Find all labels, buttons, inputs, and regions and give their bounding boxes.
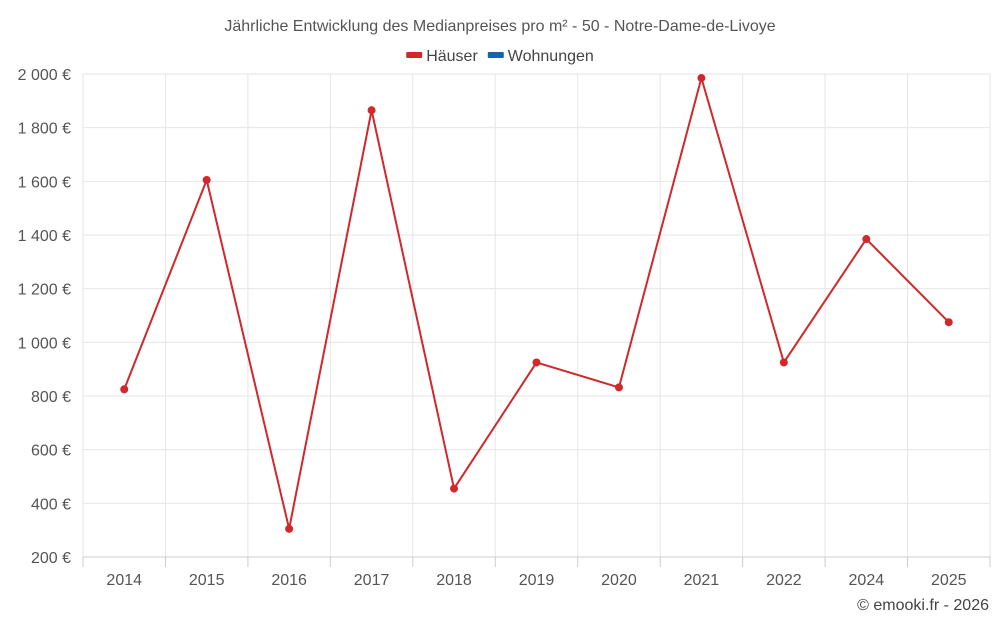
legend-item[interactable]: Häuser xyxy=(406,48,478,65)
legend-label: Wohnungen xyxy=(508,48,594,65)
x-tick-label: 2014 xyxy=(106,572,142,589)
y-tick-label: 600 € xyxy=(31,443,71,460)
x-tick-label: 2016 xyxy=(271,572,307,589)
y-tick-label: 1 200 € xyxy=(18,282,71,299)
data-point[interactable] xyxy=(944,318,953,327)
legend-swatch xyxy=(487,52,504,58)
data-point[interactable] xyxy=(367,106,376,115)
credit-text: © emooki.fr - 2026 xyxy=(857,597,989,614)
y-tick-label: 200 € xyxy=(31,550,71,567)
data-point[interactable] xyxy=(450,484,459,493)
y-tick-label: 1 400 € xyxy=(18,228,71,245)
data-point[interactable] xyxy=(285,524,294,533)
data-point[interactable] xyxy=(532,358,541,367)
x-tick-label: 2015 xyxy=(189,572,225,589)
y-tick-label: 1 600 € xyxy=(18,174,71,191)
data-point[interactable] xyxy=(779,358,788,367)
y-tick-label: 1 000 € xyxy=(18,335,71,352)
x-tick-label: 2024 xyxy=(849,572,885,589)
legend-swatch xyxy=(406,52,423,58)
y-tick-label: 800 € xyxy=(31,389,71,406)
y-axis: 200 € 400 € 600 € 800 € 1 000 € 1 200 € 1 400 … xyxy=(18,67,71,567)
x-tick-label: 2019 xyxy=(519,572,555,589)
y-tick-label: 2 000 € xyxy=(18,67,71,84)
y-tick-label: 1 800 € xyxy=(18,121,71,138)
x-tick-label: 2022 xyxy=(766,572,802,589)
chart-title: Jährliche Entwicklung des Medianpreises … xyxy=(224,18,775,35)
y-tick-label: 400 € xyxy=(31,496,71,513)
x-tick-label: 2020 xyxy=(601,572,637,589)
x-axis: 2014 2015 2016 2017 2018 2019 2020 2021 2022 2024… xyxy=(82,556,991,589)
legend-label: Häuser xyxy=(426,48,478,65)
x-tick-label: 2025 xyxy=(931,572,967,589)
x-tick-label: 2021 xyxy=(684,572,720,589)
x-tick-label: 2017 xyxy=(354,572,390,589)
series-layer xyxy=(120,74,953,533)
data-point[interactable] xyxy=(202,175,211,184)
data-point[interactable] xyxy=(697,74,706,83)
x-tick-label: 2018 xyxy=(436,572,472,589)
legend: Häuser Wohnungen xyxy=(406,48,594,65)
grid xyxy=(82,73,991,558)
legend-item[interactable]: Wohnungen xyxy=(487,48,594,65)
data-point[interactable] xyxy=(862,235,871,244)
data-point[interactable] xyxy=(614,383,623,392)
data-point[interactable] xyxy=(120,385,129,394)
